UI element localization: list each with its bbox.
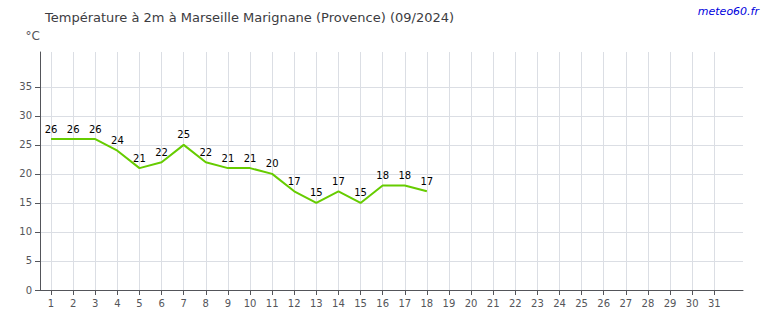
svg-text:14: 14 [332,298,345,309]
svg-text:5: 5 [136,298,142,309]
svg-text:30: 30 [19,110,32,121]
svg-text:15: 15 [310,187,323,198]
svg-text:25: 25 [177,129,190,140]
svg-text:25: 25 [19,139,32,150]
svg-text:19: 19 [443,298,456,309]
svg-text:17: 17 [332,176,345,187]
svg-text:26: 26 [89,124,102,135]
svg-text:17: 17 [398,298,411,309]
svg-text:26: 26 [597,298,610,309]
svg-text:2: 2 [70,298,76,309]
svg-text:25: 25 [575,298,588,309]
svg-text:24: 24 [111,135,124,146]
svg-text:26: 26 [45,124,58,135]
svg-text:11: 11 [266,298,279,309]
svg-text:31: 31 [708,298,721,309]
svg-text:20: 20 [266,158,279,169]
svg-text:27: 27 [619,298,632,309]
svg-text:10: 10 [19,226,32,237]
svg-text:21: 21 [487,298,500,309]
svg-text:21: 21 [133,153,146,164]
svg-text:8: 8 [203,298,209,309]
svg-text:9: 9 [225,298,231,309]
svg-text:17: 17 [288,176,301,187]
svg-text:5: 5 [26,255,32,266]
svg-text:3: 3 [92,298,98,309]
svg-text:Température à 2m à Marseille M: Température à 2m à Marseille Marignane (… [44,10,454,25]
svg-text:°C: °C [26,29,40,43]
svg-text:7: 7 [181,298,187,309]
svg-text:17: 17 [421,176,434,187]
svg-text:6: 6 [158,298,164,309]
svg-text:13: 13 [310,298,323,309]
svg-text:15: 15 [354,187,367,198]
svg-text:20: 20 [19,168,32,179]
svg-text:22: 22 [509,298,522,309]
svg-text:26: 26 [67,124,80,135]
svg-text:20: 20 [465,298,478,309]
svg-text:meteo60.fr: meteo60.fr [698,5,761,18]
svg-text:21: 21 [222,153,235,164]
svg-text:22: 22 [155,147,168,158]
svg-text:0: 0 [26,285,32,296]
svg-text:16: 16 [376,298,389,309]
svg-text:24: 24 [553,298,566,309]
svg-text:30: 30 [686,298,699,309]
svg-text:28: 28 [642,298,655,309]
svg-text:15: 15 [19,197,32,208]
svg-text:18: 18 [376,170,389,181]
svg-text:35: 35 [19,81,32,92]
svg-text:18: 18 [421,298,434,309]
svg-text:21: 21 [244,153,257,164]
svg-text:18: 18 [398,170,411,181]
svg-text:12: 12 [288,298,301,309]
svg-text:29: 29 [664,298,677,309]
svg-text:22: 22 [199,147,212,158]
svg-text:23: 23 [531,298,544,309]
svg-text:4: 4 [114,298,120,309]
svg-text:1: 1 [48,298,54,309]
svg-text:15: 15 [354,298,367,309]
svg-text:10: 10 [244,298,257,309]
